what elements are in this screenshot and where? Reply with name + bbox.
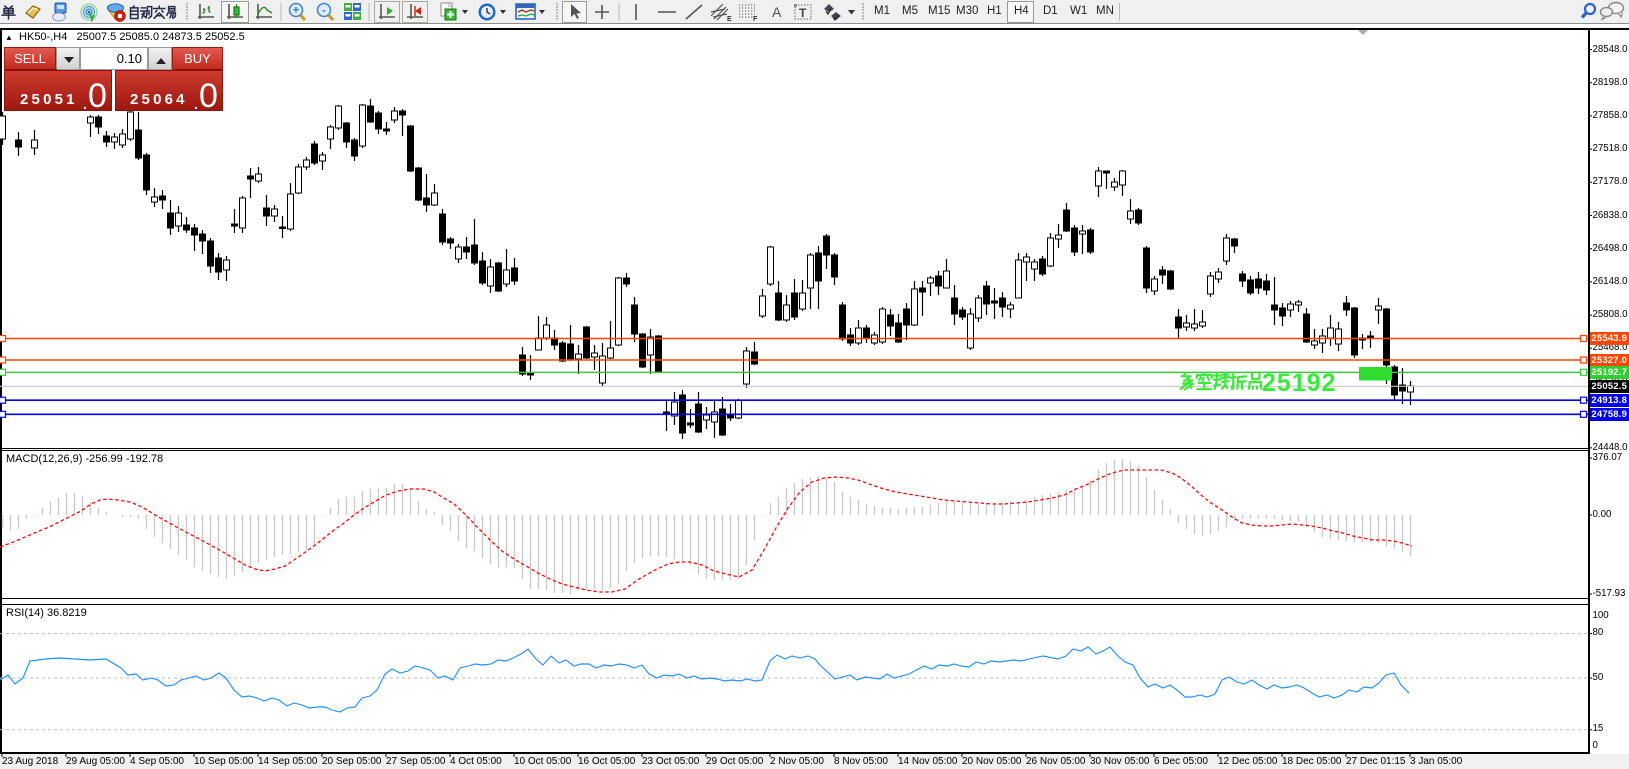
svg-text:25192: 25192: [1262, 369, 1337, 397]
svg-text:-: -: [322, 5, 326, 17]
svg-text:A: A: [772, 4, 782, 20]
svg-text:+: +: [293, 5, 299, 17]
svg-text:T: T: [799, 6, 807, 20]
svg-text:E: E: [727, 16, 732, 23]
svg-text:F: F: [753, 16, 758, 23]
